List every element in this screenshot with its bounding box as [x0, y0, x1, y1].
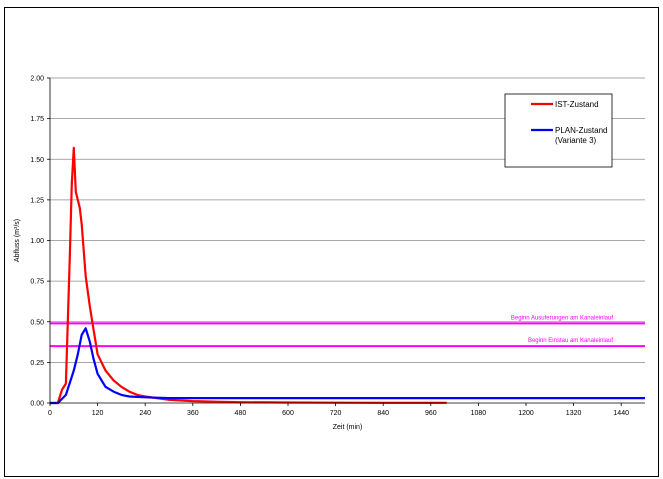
x-tick-label: 720 [330, 410, 342, 417]
x-axis-label: Zeit (min) [333, 424, 363, 431]
y-tick-label: 1.50 [30, 157, 44, 164]
series-line [50, 146, 447, 405]
x-tick-label: 600 [282, 410, 294, 417]
legend-box [504, 93, 613, 168]
axes [47, 77, 645, 406]
x-tick-label: 360 [187, 410, 199, 417]
y-tick-label: 0.50 [30, 319, 44, 326]
y-tick-label: 2.00 [30, 76, 44, 83]
y-axis-label: Abfluss (m³/s) [14, 219, 21, 262]
x-tick-label: 1200 [518, 410, 534, 417]
y-tick-label: 1.75 [30, 116, 44, 123]
series-group [50, 146, 645, 405]
reference-lines: Beginn Ausuferungen am Kanaleinlauf Begin… [50, 315, 645, 348]
x-tick-label: 840 [377, 410, 389, 417]
y-tick-label: 0.75 [30, 279, 44, 286]
y-tick-labels: 0.00 0.25 0.50 0.75 1.00 1.25 1.50 1.75 2.00 [30, 76, 44, 408]
x-tick-label: 1320 [566, 410, 582, 417]
y-tick-label: 1.25 [30, 197, 44, 204]
y-tick-label: 1.00 [30, 238, 44, 245]
legend-label: (Variante 3) [555, 136, 597, 145]
y-tick-label: 0.25 [30, 360, 44, 367]
x-tick-label: 1080 [471, 410, 487, 417]
x-tick-label: 240 [139, 410, 151, 417]
legend: IST-Zustand PLAN-Zustand(Variante 3) [504, 93, 613, 168]
reference-line-label: Beginn Einstau am Kanaleinlauf [528, 338, 613, 344]
x-tick-label: 1440 [613, 410, 629, 417]
y-tick-label: 0.00 [30, 401, 44, 408]
x-tick-label: 0 [48, 410, 52, 417]
series-line [50, 327, 645, 405]
legend-label: PLAN-Zustand [555, 126, 607, 135]
reference-line-label: Beginn Ausuferungen am Kanaleinlauf [511, 315, 613, 321]
x-tick-label: 120 [92, 410, 104, 417]
x-tick-label: 480 [235, 410, 247, 417]
x-tick-label: 960 [425, 410, 437, 417]
x-tick-labels: 0 120 240 360 480 600 720 840 960 1080 1200 1320 144… [48, 410, 629, 417]
legend-label: IST-Zustand [555, 100, 599, 109]
